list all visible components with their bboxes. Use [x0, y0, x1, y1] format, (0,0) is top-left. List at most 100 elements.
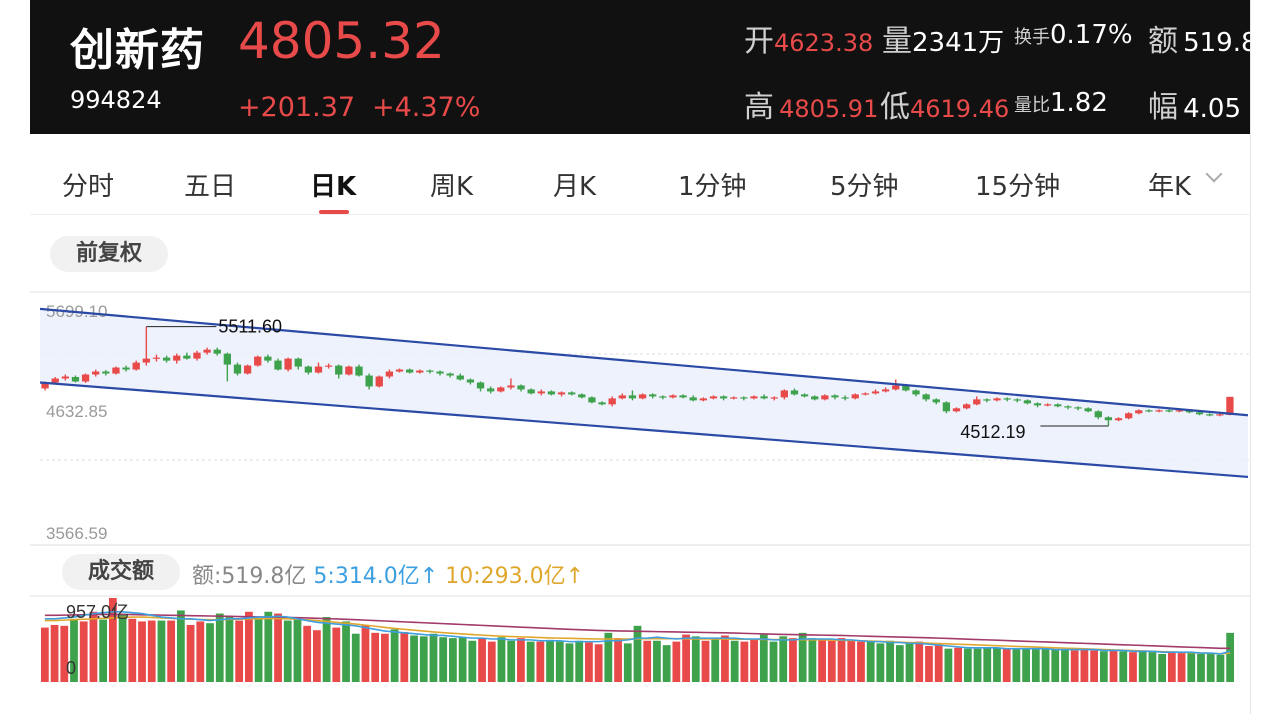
volume-bar	[798, 632, 807, 682]
volume-bar	[50, 624, 59, 682]
candle-body	[719, 396, 728, 399]
adjust-mode-button[interactable]: 前复权	[50, 236, 168, 272]
volume-bar	[128, 618, 137, 682]
candle-body	[152, 357, 161, 359]
volume-bar	[264, 611, 273, 682]
volume-bar	[944, 648, 953, 682]
candle	[719, 395, 728, 401]
candle	[881, 387, 890, 393]
candle	[243, 364, 252, 375]
volume-indicator-button[interactable]: 成交额	[62, 554, 180, 590]
low-value: 4619.46	[910, 95, 1010, 123]
candle-body	[41, 382, 49, 389]
candle-body	[588, 397, 596, 403]
candle-body	[851, 394, 859, 399]
volume-bar	[536, 641, 545, 682]
candle	[932, 398, 940, 405]
volume-bar	[789, 638, 797, 682]
stat-open: 开4623.38	[744, 16, 873, 60]
volume-bar	[575, 640, 584, 682]
candle-body	[1155, 410, 1163, 412]
tab-15min[interactable]: 15分钟	[975, 172, 1061, 202]
high-annotation-label: 5511.60	[218, 317, 282, 337]
y-axis-tick-label: 3566.59	[46, 524, 107, 543]
candle	[851, 393, 859, 400]
volume-bar	[1216, 654, 1225, 682]
volume-bar	[381, 633, 389, 682]
candle-body	[821, 395, 829, 400]
volume-bar	[400, 631, 409, 682]
volume-bar	[517, 638, 525, 682]
tab-monthly-k[interactable]: 月K	[553, 172, 597, 202]
candle	[112, 366, 120, 375]
volume-bar-chart: 957.0亿 0	[30, 595, 1250, 682]
volume-bar	[750, 639, 758, 682]
volume-bar	[332, 627, 341, 682]
amplitude-value: 4.05	[1183, 94, 1241, 124]
trend-channel-lower	[39, 381, 1249, 479]
candle	[193, 350, 201, 361]
volume-bar	[313, 630, 321, 682]
tab-weekly-k[interactable]: 周K	[430, 172, 474, 202]
candle	[912, 389, 920, 397]
candle-body	[912, 390, 920, 395]
candle-body	[324, 365, 333, 367]
candle-body	[699, 398, 707, 401]
volume-bar	[1041, 649, 1050, 682]
volume-bar	[303, 625, 312, 682]
tab-intraday[interactable]: 分时	[62, 172, 115, 202]
volume-bar	[410, 635, 418, 682]
candle-body	[213, 349, 221, 354]
candle-body	[416, 370, 424, 373]
volume-bar	[623, 643, 632, 682]
candle-body	[1175, 410, 1183, 412]
last-price: 4805.32	[238, 12, 445, 70]
candle-body	[385, 371, 394, 377]
candle-body	[608, 398, 616, 405]
index-code: 994824	[70, 86, 162, 114]
candle	[1044, 403, 1052, 407]
candle	[861, 392, 870, 396]
candle-body	[254, 356, 262, 366]
tab-1min[interactable]: 1分钟	[678, 172, 747, 202]
right-edge-panel	[1250, 0, 1280, 714]
tab-daily-k[interactable]: 日K	[310, 172, 357, 202]
candle-body	[1044, 404, 1052, 406]
candle	[1155, 409, 1163, 413]
volume-bar	[371, 632, 380, 682]
vol-ratio-label: 量比	[1014, 95, 1050, 116]
volume-bar	[653, 640, 661, 682]
volume-bar	[361, 624, 370, 682]
candle-body	[243, 365, 252, 374]
candle	[355, 364, 363, 377]
candle	[1226, 396, 1234, 416]
candle	[730, 396, 738, 400]
tab-5min[interactable]: 5分钟	[830, 172, 899, 202]
candle	[223, 352, 231, 382]
volume-bar	[808, 638, 817, 682]
tab-five-day[interactable]: 五日	[184, 172, 237, 202]
volume-bar	[215, 613, 224, 682]
candle-body	[274, 360, 282, 370]
volume-bar	[555, 641, 564, 682]
volume-bar	[643, 640, 652, 682]
volume-bar	[740, 641, 749, 682]
volume-bar	[594, 644, 603, 682]
volume-bar	[99, 619, 108, 682]
candle-body	[638, 394, 647, 399]
candle-body	[598, 402, 606, 405]
volume-bar	[886, 640, 894, 682]
candle	[922, 393, 930, 402]
volume-bar	[293, 619, 302, 682]
candle	[1084, 407, 1092, 413]
candle	[122, 365, 130, 372]
tab-yearly-k[interactable]: 年K	[1148, 172, 1192, 202]
volume-bar	[1177, 653, 1186, 682]
volume-bar	[827, 640, 836, 682]
volume-bar	[672, 641, 681, 682]
volume-bar	[60, 625, 69, 682]
candle	[203, 347, 211, 355]
volume-bar	[925, 646, 933, 682]
volume-bar	[682, 634, 690, 682]
candle	[790, 388, 799, 396]
